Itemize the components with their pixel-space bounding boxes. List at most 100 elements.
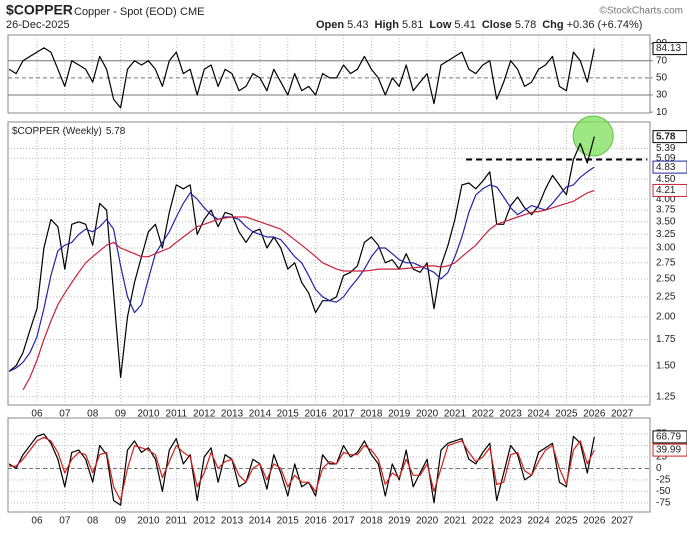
x-tick-label: 2010	[137, 516, 160, 527]
last-value-box	[652, 42, 687, 56]
quote-value: 5.41	[454, 19, 475, 31]
y-tick-label: 1.25	[656, 391, 676, 402]
y-tick-label: 4.50	[656, 174, 676, 185]
x-tick-label: 09	[115, 409, 127, 420]
quote-label: High	[375, 19, 400, 31]
y-tick-label: 3.25	[656, 229, 676, 240]
credit: ©StockCharts.com	[599, 6, 683, 17]
x-tick-label: 2013	[221, 409, 244, 420]
highlight-circle	[572, 115, 614, 157]
x-tick-label: 2024	[527, 516, 550, 527]
date: 26-Dec-2025	[6, 19, 70, 31]
x-tick-label: 2026	[583, 409, 606, 420]
x-tick-label: 09	[115, 516, 127, 527]
y-tick-label: 0	[656, 463, 662, 474]
series-line	[8, 166, 595, 372]
x-tick-label: 2017	[332, 516, 355, 527]
x-tick-label: 2011	[166, 516, 188, 527]
x-tick-label: 2012	[193, 409, 216, 420]
x-tick-label: 2014	[249, 409, 272, 420]
y-tick-label: 1.50	[656, 360, 676, 371]
y-tick-label: 1.75	[656, 334, 676, 345]
quote-label: Close	[482, 19, 512, 31]
x-tick-label: 2016	[305, 516, 328, 527]
y-tick-label: 3.50	[656, 216, 676, 227]
x-tick-label: 2027	[611, 409, 634, 420]
last-value-label: 39.99	[656, 445, 681, 456]
x-tick-label: 2025	[555, 409, 578, 420]
quote: Open 5.43 High 5.81 Low 5.41 Close 5.78 Chg +0.36…	[316, 19, 642, 31]
last-value-box	[652, 130, 687, 144]
x-tick-label: 2027	[611, 516, 634, 527]
x-tick-label: 06	[31, 516, 43, 527]
last-value-label: 4.83	[656, 162, 676, 173]
legend: $COPPER (Weekly) 5.78	[12, 126, 126, 137]
x-tick-label: 2019	[388, 516, 411, 527]
y-tick-label: 5.09	[656, 153, 676, 164]
y-tick-label: -25	[656, 475, 671, 486]
x-tick-label: 2026	[583, 516, 606, 527]
quote-value: 5.78	[515, 19, 536, 31]
x-tick-label: 2020	[416, 409, 439, 420]
x-tick-label: 07	[59, 409, 71, 420]
y-tick-label: 2.25	[656, 291, 676, 302]
x-tick-label: 2012	[193, 516, 216, 527]
y-tick-label: -75	[656, 497, 671, 508]
last-value-box	[652, 430, 687, 444]
x-tick-label: 2023	[500, 516, 523, 527]
x-tick-label: 2022	[472, 409, 495, 420]
x-tick-label: 2014	[249, 516, 272, 527]
x-tick-label: 2015	[277, 409, 300, 420]
legend-name: $COPPER (Weekly)	[12, 126, 102, 137]
series-line	[8, 47, 595, 109]
x-tick-label: 2022	[472, 516, 495, 527]
x-tick-label: 08	[87, 516, 99, 527]
x-tick-label: 06	[31, 409, 43, 420]
x-tick-label: 08	[87, 409, 99, 420]
x-tick-label: 2024	[527, 409, 550, 420]
x-tick-label: 2016	[305, 409, 328, 420]
y-tick-label: 30	[656, 90, 668, 101]
last-value-box	[652, 183, 687, 197]
y-tick-label: 2.50	[656, 274, 676, 285]
last-value-label: 4.21	[656, 185, 676, 196]
quote-label: Chg	[542, 19, 563, 31]
last-value-box	[652, 160, 687, 174]
y-tick-label: 2.00	[656, 311, 676, 322]
quote-label: Open	[316, 19, 344, 31]
last-value-label: 84.13	[656, 43, 681, 54]
symbol: $COPPER	[6, 2, 73, 18]
series-line	[9, 436, 595, 502]
panel	[7, 34, 651, 114]
x-tick-label: 2013	[221, 516, 244, 527]
x-tick-label: 2017	[332, 409, 355, 420]
exchange: CME	[180, 6, 204, 18]
quote-value: +0.36 (+6.74%)	[567, 19, 643, 31]
y-tick-label: 3.75	[656, 205, 676, 216]
instrument-name: Copper - Spot (EOD)	[74, 6, 177, 18]
x-tick-label: 2018	[360, 409, 383, 420]
quote-label: Low	[429, 19, 451, 31]
y-tick-label: 50	[656, 72, 668, 83]
x-tick-label: 2021	[444, 516, 467, 527]
x-tick-label: 2019	[388, 409, 411, 420]
quote-value: 5.81	[402, 19, 423, 31]
x-tick-label: 2010	[137, 409, 160, 420]
x-tick-label: 2023	[500, 409, 523, 420]
y-tick-label: 4.00	[656, 194, 676, 205]
panel	[7, 121, 651, 406]
last-value-label: 5.78	[656, 131, 676, 142]
series-line	[22, 189, 595, 391]
y-tick-label: 2.75	[656, 257, 676, 268]
quote-value: 5.43	[347, 19, 368, 31]
last-value-label: 68.79	[656, 432, 681, 443]
x-tick-label: 2011	[166, 409, 188, 420]
x-tick-label: 2018	[360, 516, 383, 527]
y-tick-label: -50	[656, 486, 671, 497]
x-tick-label: 2021	[444, 409, 467, 420]
y-tick-label: 70	[656, 55, 668, 66]
x-tick-label: 2025	[555, 516, 578, 527]
panel	[7, 417, 651, 513]
y-tick-label: 5.39	[656, 143, 676, 154]
